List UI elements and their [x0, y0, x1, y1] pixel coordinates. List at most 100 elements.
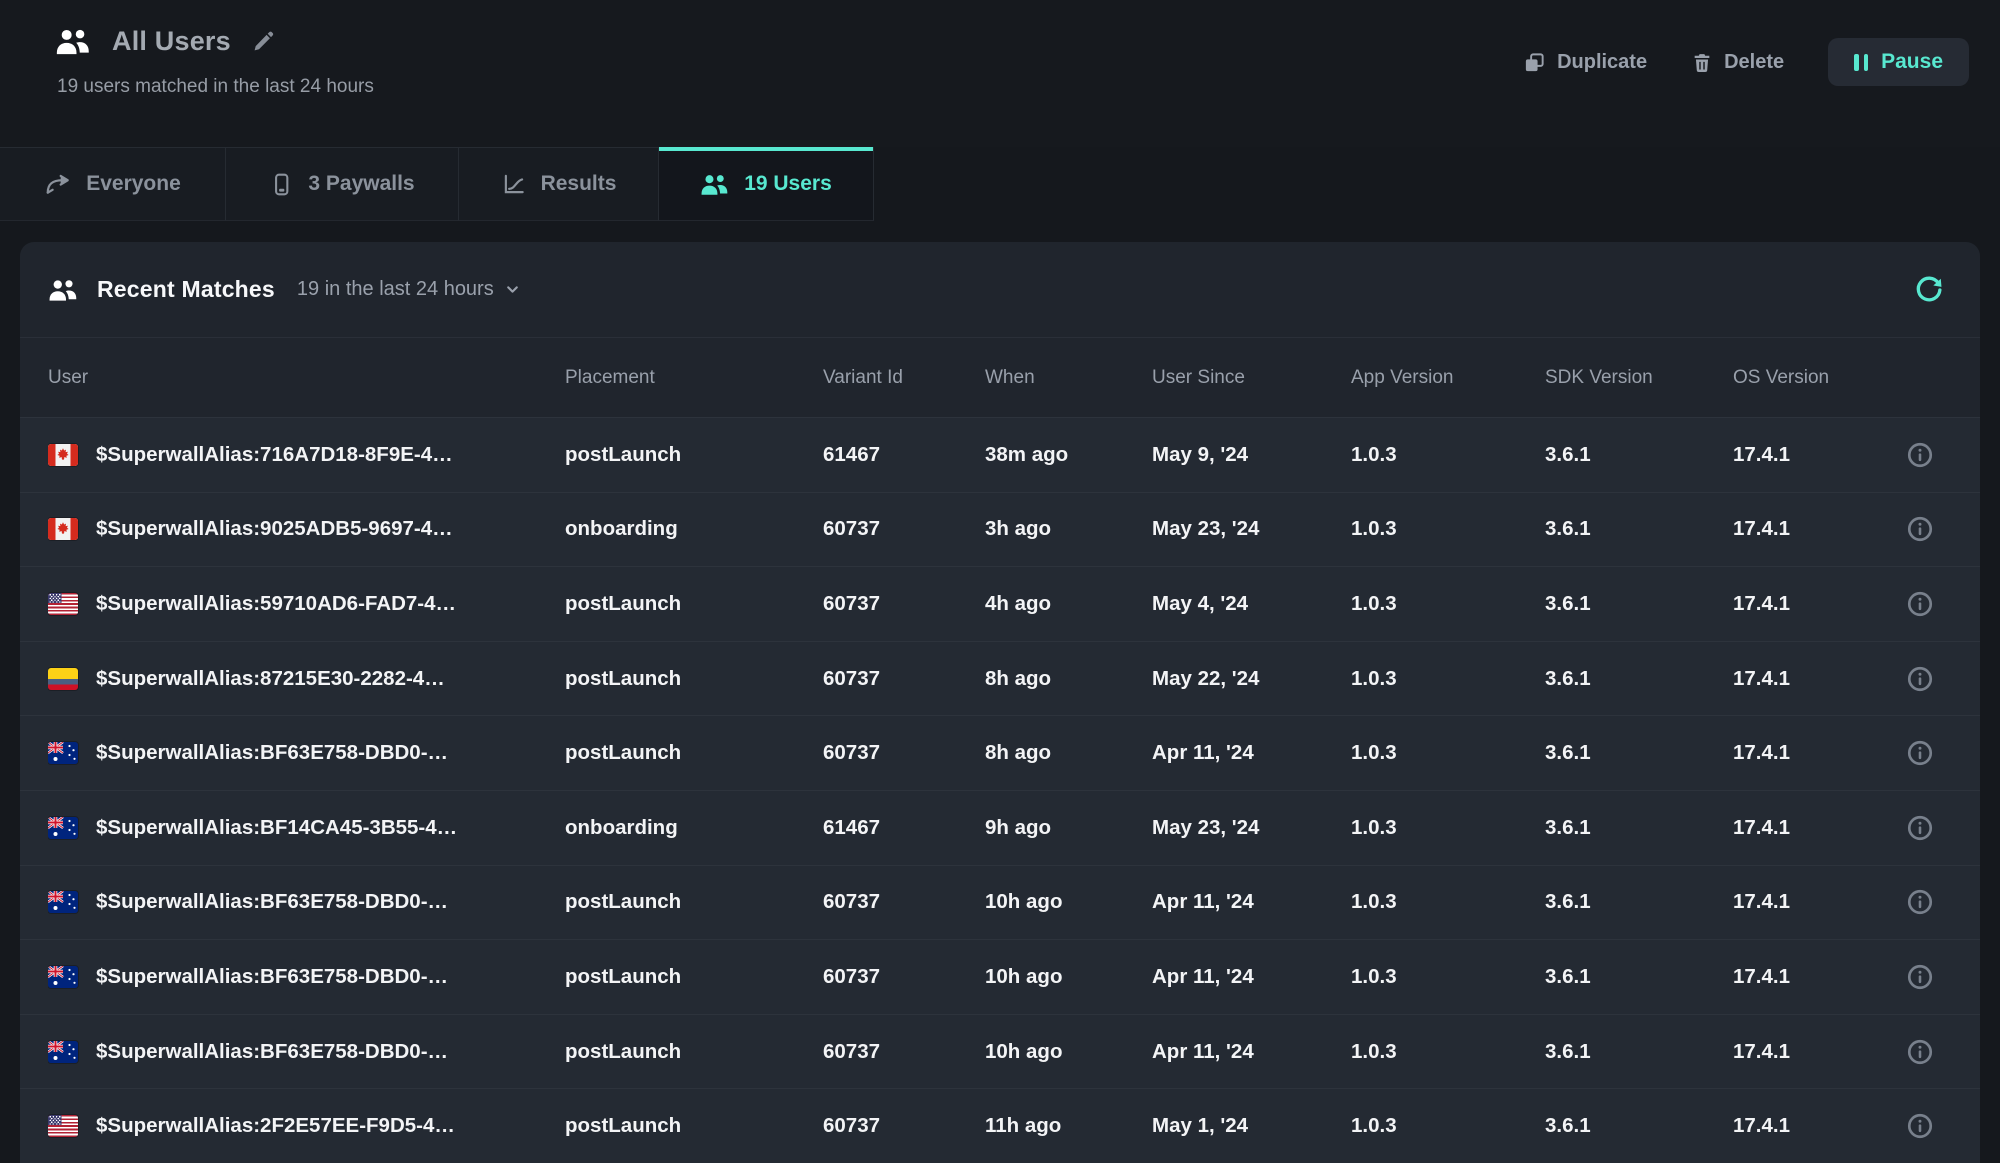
tab-everyone[interactable]: Everyone [0, 147, 226, 221]
when-value: 3h ago [985, 517, 1052, 541]
app-version-value: 1.0.3 [1351, 666, 1397, 690]
user-alias: $SuperwallAlias:BF63E758-DBD0-… [96, 741, 449, 765]
sdk-version-value: 3.6.1 [1545, 741, 1591, 765]
table-row[interactable]: $SuperwallAlias:BF63E758-DBD0-… postLaun… [20, 939, 1980, 1014]
route-icon [44, 171, 72, 197]
variant-id-value: 60737 [823, 964, 881, 988]
table-row[interactable]: $SuperwallAlias:BF63E758-DBD0-… postLaun… [20, 1013, 1980, 1089]
chevron-down-icon [504, 281, 521, 298]
tab-label: Everyone [86, 172, 181, 195]
placement-value: onboarding [565, 815, 678, 839]
user-cell: $SuperwallAlias:59710AD6-FAD7-4… [48, 592, 565, 616]
column-header-app-version: App Version [1351, 366, 1454, 388]
when-value: 10h ago [985, 964, 1063, 988]
variant-id-value: 60737 [823, 666, 881, 690]
refresh-icon[interactable] [1912, 274, 1944, 306]
variant-id-value: 60737 [823, 1039, 881, 1063]
user-cell: $SuperwallAlias:BF63E758-DBD0-… [48, 965, 565, 989]
variant-id-value: 60737 [823, 591, 881, 615]
sdk-version-value: 3.6.1 [1545, 964, 1591, 988]
canada-flag [48, 518, 78, 541]
variant-id-value: 61467 [823, 442, 881, 466]
info-icon[interactable] [1906, 1112, 1934, 1140]
users-icon [700, 173, 730, 196]
matched-users-summary: 19 users matched in the last 24 hours [57, 76, 374, 97]
user-since-value: May 23, '24 [1152, 517, 1260, 541]
info-icon[interactable] [1906, 515, 1934, 543]
tab-label: 19 Users [744, 172, 832, 195]
colombia-flag [48, 667, 78, 690]
when-value: 10h ago [985, 890, 1063, 914]
app-version-value: 1.0.3 [1351, 1039, 1397, 1063]
app-version-value: 1.0.3 [1351, 517, 1397, 541]
users-icon [48, 278, 79, 302]
info-icon[interactable] [1906, 963, 1934, 991]
tab-bar: Everyone 3 Paywalls Results 19 Users [0, 147, 874, 221]
user-cell: $SuperwallAlias:BF63E758-DBD0-… [48, 1040, 565, 1064]
user-alias: $SuperwallAlias:716A7D18-8F9E-4… [96, 442, 453, 466]
when-value: 11h ago [985, 1114, 1062, 1138]
table-row[interactable]: $SuperwallAlias:BF63E758-DBD0-… postLaun… [20, 715, 1980, 790]
info-icon[interactable] [1906, 665, 1934, 693]
tab-3-paywalls[interactable]: 3 Paywalls [226, 147, 459, 221]
column-header-variant-id: Variant Id [823, 366, 903, 388]
app-version-value: 1.0.3 [1351, 890, 1397, 914]
tab-19-users[interactable]: 19 Users [659, 147, 874, 221]
column-header-os-version: OS Version [1733, 366, 1830, 388]
placement-value: postLaunch [565, 591, 682, 615]
duplicate-button[interactable]: Duplicate [1523, 51, 1647, 74]
table-row[interactable]: $SuperwallAlias:BF14CA45-3B55-4… onboard… [20, 789, 1980, 865]
pause-icon [1854, 53, 1869, 71]
page-title: All Users [112, 26, 231, 56]
os-version-value: 17.4.1 [1733, 815, 1790, 839]
trash-icon [1691, 51, 1713, 74]
info-icon[interactable] [1906, 1038, 1934, 1066]
user-cell: $SuperwallAlias:BF63E758-DBD0-… [48, 741, 565, 765]
info-icon[interactable] [1906, 888, 1934, 916]
app-version-value: 1.0.3 [1351, 591, 1397, 615]
placement-value: postLaunch [565, 1039, 682, 1063]
table-row[interactable]: $SuperwallAlias:716A7D18-8F9E-4… postLau… [20, 417, 1980, 492]
app-version-value: 1.0.3 [1351, 815, 1397, 839]
placement-value: postLaunch [565, 890, 682, 914]
user-since-value: May 22, '24 [1152, 666, 1260, 690]
user-cell: $SuperwallAlias:87215E30-2282-4… [48, 667, 565, 691]
user-cell: $SuperwallAlias:BF14CA45-3B55-4… [48, 816, 565, 840]
sdk-version-value: 3.6.1 [1545, 1114, 1591, 1138]
table-row[interactable]: $SuperwallAlias:59710AD6-FAD7-4… postLau… [20, 566, 1980, 641]
duplicate-label: Duplicate [1557, 50, 1648, 73]
tab-results[interactable]: Results [459, 147, 659, 221]
os-version-value: 17.4.1 [1733, 442, 1790, 466]
time-range-dropdown[interactable]: 19 in the last 24 hours [297, 278, 521, 301]
page-header: All Users 19 users matched in the last 2… [0, 0, 2000, 147]
info-icon[interactable] [1906, 739, 1934, 767]
info-icon[interactable] [1906, 590, 1934, 618]
user-alias: $SuperwallAlias:9025ADB5-9697-4… [96, 517, 453, 541]
chart-icon [501, 171, 527, 197]
info-icon[interactable] [1906, 441, 1934, 469]
sdk-version-value: 3.6.1 [1545, 442, 1591, 466]
column-header-placement: Placement [565, 366, 655, 388]
user-since-value: Apr 11, '24 [1152, 741, 1254, 765]
table-row[interactable]: $SuperwallAlias:87215E30-2282-4… postLau… [20, 640, 1980, 716]
column-header-user: User [48, 366, 89, 388]
variant-id-value: 60737 [823, 517, 881, 541]
pause-button[interactable]: Pause [1828, 38, 1969, 86]
table-row[interactable]: $SuperwallAlias:2F2E57EE-F9D5-4… postLau… [20, 1088, 1980, 1163]
when-value: 8h ago [985, 741, 1052, 765]
usa-flag [48, 1115, 78, 1138]
user-alias: $SuperwallAlias:BF63E758-DBD0-… [96, 1039, 449, 1063]
australia-flag [48, 965, 78, 988]
info-icon[interactable] [1906, 814, 1934, 842]
australia-flag [48, 891, 78, 914]
delete-label: Delete [1724, 50, 1785, 73]
pencil-icon[interactable] [251, 30, 275, 54]
app-version-value: 1.0.3 [1351, 741, 1397, 765]
table-column-headers: User Placement Variant Id When User Since App… [20, 337, 1980, 417]
delete-button[interactable]: Delete [1691, 51, 1784, 74]
os-version-value: 17.4.1 [1733, 964, 1790, 988]
panel-header: Recent Matches 19 in the last 24 hours [20, 242, 1980, 337]
table-row[interactable]: $SuperwallAlias:BF63E758-DBD0-… postLaun… [20, 864, 1980, 940]
table-row[interactable]: $SuperwallAlias:9025ADB5-9697-4… onboard… [20, 491, 1980, 567]
placement-value: postLaunch [565, 442, 682, 466]
